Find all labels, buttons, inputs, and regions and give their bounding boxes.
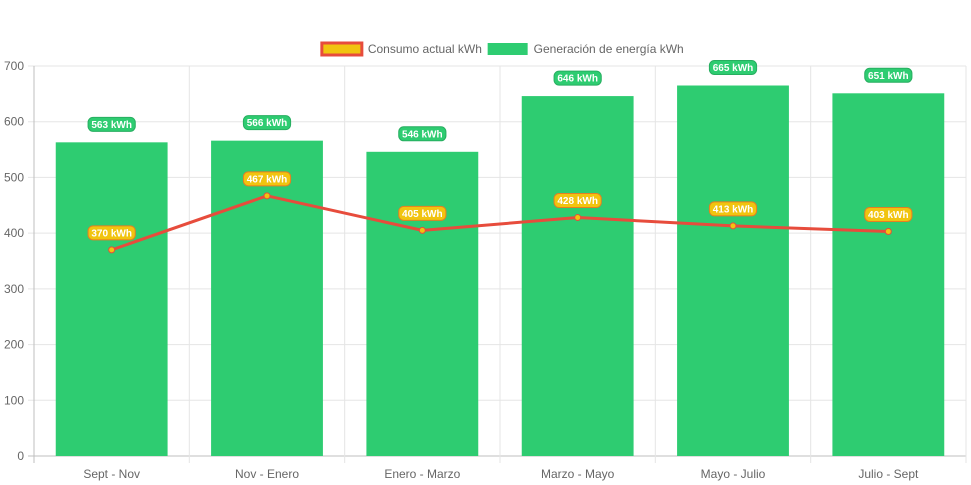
data-label-box — [398, 205, 447, 221]
data-label: 563 kWh — [87, 116, 136, 132]
x-tick-label: Enero - Marzo — [384, 467, 460, 481]
data-label: 428 kWh — [553, 193, 602, 209]
line-point[interactable] — [884, 227, 892, 235]
x-tick-label: Marzo - Mayo — [541, 467, 615, 481]
bar[interactable] — [677, 85, 789, 457]
bar[interactable] — [366, 151, 479, 457]
legend[interactable]: Consumo actual kWh Generación de energía … — [320, 41, 684, 57]
line-point[interactable] — [263, 192, 271, 200]
data-label: 467 kWh — [242, 171, 292, 187]
data-label-text: 563 kWh — [91, 120, 132, 131]
data-label-box — [242, 115, 292, 131]
legend-label: Generación de energía kWh — [534, 42, 684, 56]
data-label: 405 kWh — [398, 205, 447, 221]
bar[interactable] — [832, 93, 945, 457]
line-point[interactable] — [729, 222, 737, 230]
y-tick-label: 0 — [17, 449, 24, 463]
data-label-box — [398, 126, 447, 142]
data-label: 566 kWh — [242, 115, 292, 131]
data-label-text: 403 kWh — [868, 210, 909, 221]
data-label-text: 467 kWh — [247, 174, 288, 185]
data-label: 646 kWh — [553, 70, 602, 86]
data-label-text: 405 kWh — [402, 209, 443, 220]
data-label: 370 kWh — [87, 225, 136, 241]
y-tick-label: 300 — [4, 282, 24, 296]
data-label: 403 kWh — [864, 206, 913, 222]
data-label-box — [708, 201, 758, 217]
data-label: 651 kWh — [864, 67, 913, 83]
bar[interactable] — [211, 140, 323, 456]
x-tick-label: Sept - Nov — [83, 467, 140, 481]
data-label-box — [87, 225, 136, 241]
data-labels: 563 kWh 566 kWh 546 kWh 646 kWh 665 kWh 651 k… — [87, 60, 913, 241]
legend-item-consumo[interactable]: Consumo actual kWh — [320, 41, 482, 57]
data-label-box — [87, 116, 136, 132]
legend-swatch — [320, 41, 364, 57]
y-tick-label: 700 — [4, 59, 24, 73]
legend-label: Consumo actual kWh — [368, 42, 482, 56]
line-path — [111, 194, 889, 252]
y-tick-label: 200 — [4, 338, 24, 352]
bar[interactable] — [521, 96, 634, 456]
data-label: 546 kWh — [398, 126, 447, 142]
line-point[interactable] — [418, 226, 426, 234]
data-label-text: 428 kWh — [557, 196, 598, 207]
data-label-text: 370 kWh — [91, 228, 132, 239]
grid — [28, 65, 967, 463]
x-tick-label: Julio - Sept — [858, 467, 919, 481]
data-label-box — [708, 60, 758, 75]
line-series — [108, 192, 892, 254]
axes: 0 100 200 300 400 500 600 700 Sept - Nov Nov - En… — [4, 59, 919, 481]
y-tick-label: 100 — [4, 393, 24, 407]
data-label-box — [553, 193, 602, 209]
data-label-text: 413 kWh — [713, 204, 754, 215]
legend-swatch — [487, 43, 528, 55]
data-label-text: 665 kWh — [713, 63, 754, 74]
x-tick-label: Nov - Enero — [235, 467, 299, 481]
bar-series — [55, 85, 945, 457]
data-label-text: 651 kWh — [868, 71, 909, 82]
line-point[interactable] — [574, 214, 582, 222]
y-tick-label: 400 — [4, 226, 24, 240]
data-label-box — [553, 70, 602, 86]
data-label-text: 646 kWh — [557, 74, 598, 85]
y-tick-label: 600 — [4, 115, 24, 129]
x-tick-label: Mayo - Julio — [701, 467, 766, 481]
data-label-box — [242, 171, 292, 187]
legend-item-generacion[interactable]: Generación de energía kWh — [487, 42, 684, 56]
data-label: 665 kWh — [708, 60, 758, 75]
line-point[interactable] — [108, 246, 116, 254]
data-label-box — [864, 206, 913, 222]
data-label-box — [864, 67, 913, 83]
data-label-text: 566 kWh — [247, 118, 288, 129]
data-label: 413 kWh — [708, 201, 758, 217]
bar[interactable] — [55, 142, 168, 457]
data-label-text: 546 kWh — [402, 129, 443, 140]
y-tick-label: 500 — [4, 170, 24, 184]
